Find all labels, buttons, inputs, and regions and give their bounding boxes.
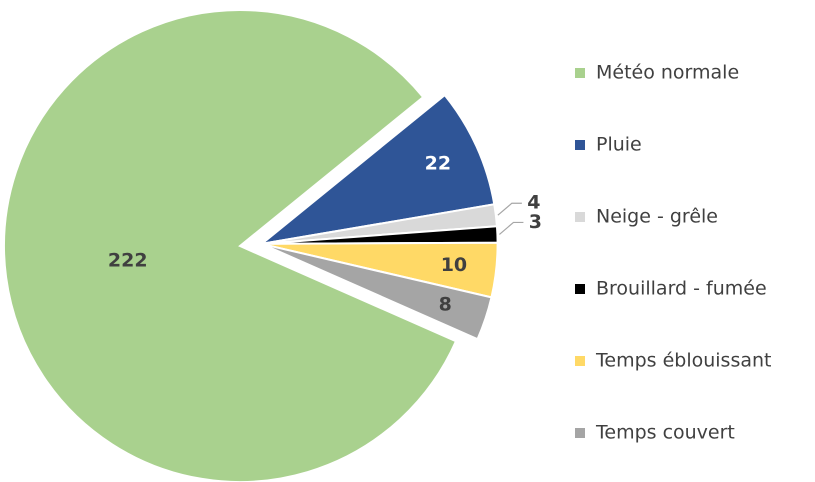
data-label: 10	[441, 254, 467, 276]
legend-label: Neige - grêle	[596, 206, 718, 228]
leader-line	[499, 221, 524, 235]
data-label: 8	[439, 294, 452, 316]
legend-swatch	[575, 356, 585, 366]
pie-slice	[3, 9, 458, 482]
legend-swatch	[575, 68, 585, 78]
legend-swatch	[575, 212, 585, 222]
leader-line	[497, 202, 522, 216]
data-label: 22	[425, 153, 451, 175]
legend-swatch	[575, 428, 585, 438]
legend-label: Pluie	[596, 134, 642, 156]
data-label: 3	[529, 211, 542, 233]
pie-slice	[261, 242, 493, 341]
data-label: 4	[527, 192, 540, 214]
legend-label: Météo normale	[596, 62, 739, 84]
pie-slice	[258, 93, 496, 246]
legend-label: Brouillard - fumée	[596, 278, 767, 300]
legend-swatch	[575, 284, 585, 294]
legend-label: Temps couvert	[595, 422, 735, 444]
legend-label: Temps éblouissant	[595, 350, 771, 372]
legend-swatch	[575, 140, 585, 150]
data-label: 222	[108, 250, 148, 272]
